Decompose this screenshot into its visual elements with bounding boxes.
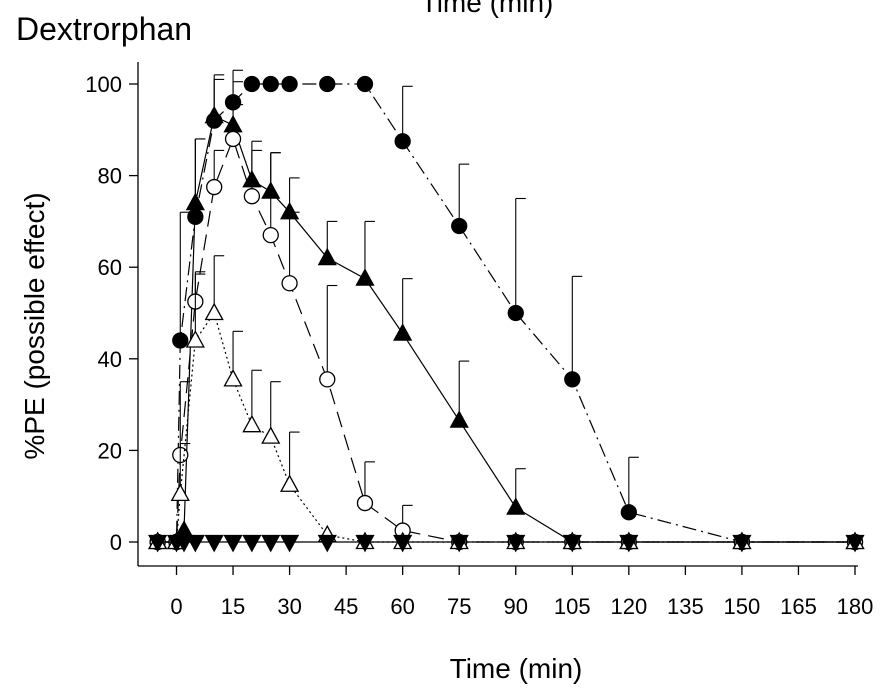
data-point-marker [185, 192, 205, 211]
chart-title: Dextrorphan [16, 11, 192, 47]
x-tick-label: 60 [390, 594, 414, 619]
x-tick-label: 180 [837, 594, 874, 619]
data-point-marker [506, 497, 526, 515]
data-point-marker [206, 178, 223, 196]
data-point-marker [172, 332, 189, 349]
data-point-marker [732, 534, 752, 553]
data-point-marker [319, 75, 336, 93]
data-point-marker [317, 534, 337, 553]
data-point-marker [356, 75, 374, 93]
data-point-marker [393, 323, 413, 341]
data-point-marker [279, 534, 300, 553]
data-point-marker [261, 426, 281, 444]
data-point-marker [394, 133, 411, 150]
data-point-marker [170, 483, 190, 502]
data-point-marker [185, 534, 205, 553]
series-line [157, 115, 855, 543]
series-1 [149, 69, 864, 551]
data-point-marker [845, 534, 865, 553]
data-point-marker [281, 275, 298, 292]
data-point-marker [562, 534, 582, 553]
y-axis-title: %PE (possible effect) [19, 192, 50, 459]
data-point-marker [242, 534, 262, 553]
x-tick-label: 105 [554, 594, 591, 619]
y-tick-label: 60 [98, 255, 122, 280]
data-point-marker [449, 534, 469, 553]
x-tick-label: 150 [724, 594, 761, 619]
top-clipped-label: Time (min) [421, 0, 554, 18]
data-point-marker [506, 534, 526, 553]
data-point-marker [355, 534, 375, 553]
data-point-marker [393, 534, 413, 553]
data-point-marker [223, 534, 243, 553]
x-tick-label: 90 [504, 594, 528, 619]
data-point-marker [204, 302, 224, 321]
x-tick-label: 165 [780, 594, 817, 619]
data-point-marker [185, 330, 205, 348]
x-axis-title: Time (min) [450, 653, 583, 684]
data-point-marker [319, 371, 336, 388]
data-point-marker [262, 75, 279, 93]
y-tick-label: 20 [98, 438, 122, 463]
data-point-marker [281, 75, 298, 93]
y-tick-label: 40 [98, 347, 122, 372]
data-point-marker [204, 534, 224, 553]
x-tick-label: 30 [277, 594, 301, 619]
series-4 [148, 255, 865, 550]
data-point-marker [620, 504, 637, 521]
data-point-marker [204, 105, 224, 124]
data-point-marker [317, 247, 337, 266]
data-point-marker [242, 414, 262, 433]
x-tick-label: 120 [610, 594, 647, 619]
y-tick-label: 100 [85, 72, 122, 97]
x-tick-label: 75 [447, 594, 471, 619]
data-point-marker [261, 534, 281, 553]
data-point-marker [243, 188, 261, 205]
x-tick-label: 15 [221, 594, 245, 619]
plot-series [148, 69, 865, 553]
x-tick-label: 135 [667, 594, 704, 619]
series-2 [148, 74, 865, 550]
series-5 [148, 534, 865, 553]
data-point-marker [449, 410, 469, 428]
x-tick-label: 45 [334, 594, 358, 619]
data-point-marker [356, 494, 374, 512]
axes: 0 20 40 60 80 100 0 15 30 45 60 75 90 105 120 135 150 165… [85, 62, 873, 619]
data-point-marker [243, 75, 261, 93]
y-tick-label: 0 [110, 530, 122, 555]
data-point-marker [279, 474, 300, 492]
data-point-marker [262, 226, 279, 244]
x-tick-label: 0 [170, 594, 182, 619]
data-point-marker [564, 371, 581, 388]
data-point-marker [355, 268, 375, 286]
data-point-marker [224, 130, 242, 148]
data-point-marker [451, 217, 468, 235]
data-point-marker [507, 304, 524, 322]
series-line [157, 137, 855, 543]
data-point-marker [223, 369, 243, 387]
series-line [157, 311, 855, 543]
series-3 [149, 104, 864, 551]
data-point-marker [619, 534, 639, 553]
y-tick-label: 80 [98, 164, 122, 189]
series-line [157, 83, 855, 543]
data-point-marker [148, 534, 168, 553]
